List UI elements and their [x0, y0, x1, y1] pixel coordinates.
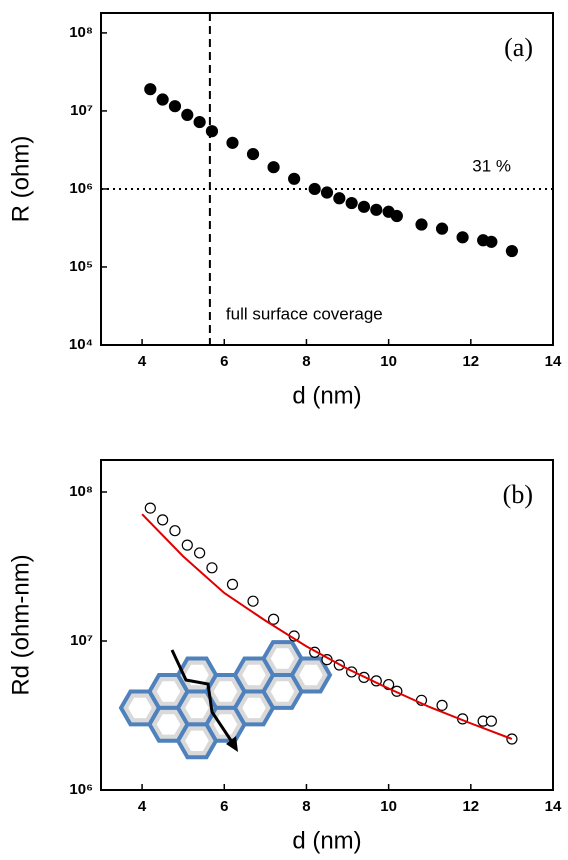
data-point	[181, 539, 193, 551]
data-point	[505, 244, 519, 258]
x-tick-label: 10	[380, 353, 397, 370]
data-point	[267, 613, 280, 625]
arrow-head	[226, 736, 238, 752]
x-tick-label: 6	[220, 353, 228, 370]
hexagon-core	[213, 681, 238, 702]
x-axis-label: d (nm)	[292, 827, 361, 854]
y-tick-label: 10⁶	[69, 781, 93, 798]
x-tick-label: 8	[302, 798, 310, 815]
data-point	[157, 514, 169, 526]
data-point	[156, 93, 169, 106]
data-point	[194, 547, 206, 559]
x-axis-label: d (nm)	[292, 382, 361, 409]
y-axis-label: R (ohm)	[7, 136, 34, 223]
panel-label: (a)	[504, 33, 533, 62]
data-point	[205, 125, 219, 138]
hexagon-core	[156, 714, 181, 735]
annotation: 31 %	[472, 156, 511, 175]
y-tick-label: 10⁷	[70, 102, 93, 119]
data-point	[193, 115, 206, 129]
x-tick-label: 8	[302, 353, 310, 370]
current-path	[170, 649, 234, 743]
x-tick-label: 6	[220, 798, 228, 815]
hexagon-core	[270, 648, 295, 669]
y-tick-label: 10⁸	[69, 483, 93, 500]
data-point	[144, 83, 157, 96]
hexagon-core	[213, 714, 238, 735]
fit-line	[141, 513, 513, 740]
hexagon-core	[128, 697, 152, 719]
x-tick-label: 4	[138, 798, 147, 815]
data-point	[485, 715, 497, 727]
data-point	[288, 172, 301, 185]
data-point	[320, 186, 334, 199]
data-point	[247, 595, 259, 607]
x-tick-label: 14	[545, 353, 562, 370]
y-tick-label: 10⁸	[69, 24, 93, 41]
data-point	[181, 108, 194, 121]
plot-frame	[100, 12, 554, 346]
data-point	[506, 733, 518, 745]
data-point	[333, 192, 346, 205]
hexagon-core	[185, 730, 209, 751]
hexagon-core	[242, 664, 266, 686]
data-point	[436, 699, 448, 711]
hexagon-core	[185, 697, 209, 719]
annotation: full surface coverage	[226, 304, 383, 323]
hexagon-core	[242, 697, 266, 719]
data-point	[206, 562, 218, 574]
data-point	[370, 203, 383, 216]
data-point	[226, 136, 239, 149]
hexagon-core	[299, 664, 323, 686]
data-point	[345, 196, 358, 210]
y-tick-label: 10⁶	[69, 180, 93, 197]
y-tick-label: 10⁴	[69, 336, 93, 353]
x-tick-label: 4	[138, 353, 147, 370]
hexagon-core	[270, 681, 295, 702]
data-point	[308, 182, 321, 196]
y-tick-label: 10⁵	[69, 258, 93, 275]
x-tick-label: 12	[462, 798, 479, 815]
x-tick-label: 14	[545, 798, 562, 815]
plot-frame	[100, 459, 554, 791]
data-point	[390, 209, 403, 223]
panel-label: (b)	[503, 480, 533, 509]
data-point	[415, 218, 428, 231]
data-point	[168, 100, 182, 113]
data-point	[144, 502, 156, 514]
data-point	[357, 200, 371, 213]
data-point	[435, 222, 449, 235]
data-point	[267, 161, 280, 174]
y-axis-label: Rd (ohm-nm)	[7, 554, 34, 695]
data-point	[485, 235, 498, 248]
honeycomb-inset	[118, 640, 333, 760]
y-tick-label: 10⁷	[70, 632, 93, 649]
data-point	[456, 231, 469, 244]
data-point	[226, 578, 239, 590]
hexagon-core	[156, 681, 181, 702]
data-point	[246, 147, 260, 161]
data-point	[169, 525, 181, 537]
x-tick-label: 10	[380, 798, 397, 815]
x-tick-label: 12	[462, 353, 479, 370]
